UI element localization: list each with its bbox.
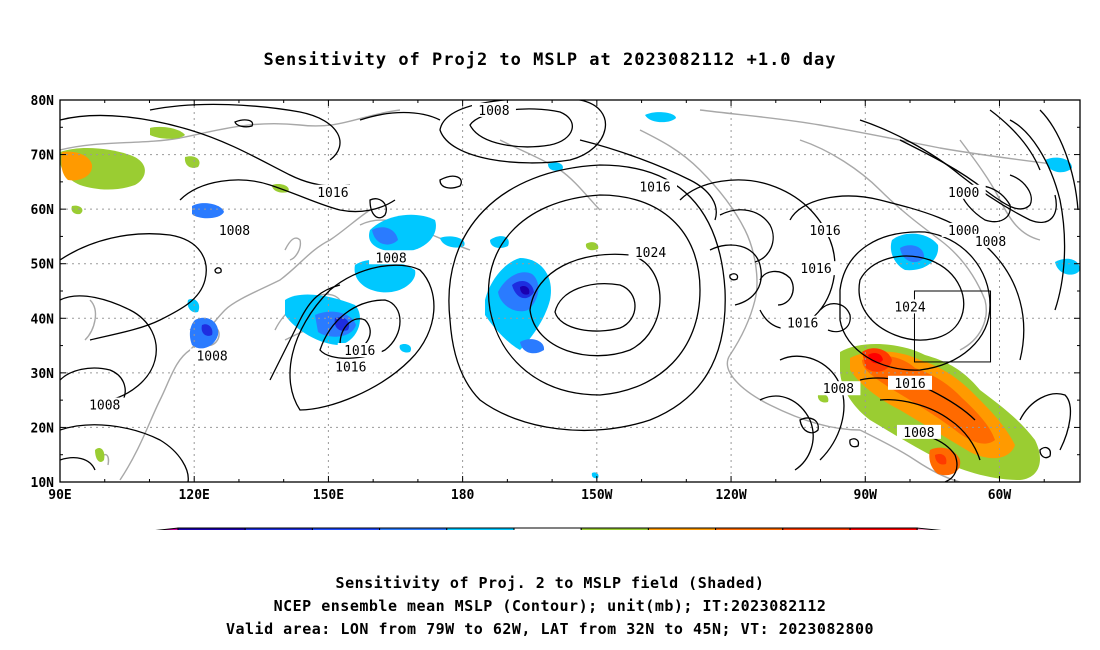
contour-label-text: 1016 — [335, 360, 366, 375]
contour-label-text: 1016 — [809, 224, 840, 239]
lon-tick-label: 120W — [715, 488, 746, 503]
lon-tick-label: 60W — [988, 488, 1012, 503]
contour-label-text: 1008 — [903, 426, 934, 441]
contour-label: 1008 — [968, 233, 1013, 250]
caption-line-1: Sensitivity of Proj. 2 to MSLP field (Sh… — [335, 574, 765, 592]
contour-label-text: 1016 — [894, 377, 925, 392]
caption-line-2: NCEP ensemble mean MSLP (Contour); unit(… — [273, 597, 827, 615]
contour-label-text: 1024 — [635, 246, 666, 261]
contour-label: 1016 — [633, 179, 677, 195]
colorbar-swatch — [244, 527, 313, 530]
longitude-axis: 90E 120E 150E 180 150W 120W 90W 60W — [48, 100, 1045, 503]
lat-tick-label: 30N — [31, 367, 55, 382]
contour-label-text: 1008 — [196, 349, 227, 364]
contour-label-text: 1008 — [219, 224, 250, 239]
colorbar-swatch — [849, 527, 918, 530]
mslp-contours — [60, 100, 1079, 482]
contour-label: 1008 — [471, 102, 516, 119]
lat-tick-label: 50N — [31, 258, 55, 273]
latitude-axis: 80N 70N 60N 50N 40N 30N 20N 10N — [31, 94, 1080, 491]
lon-tick-label: 180 — [451, 488, 475, 503]
lon-tick-label: 90W — [854, 488, 878, 503]
lon-tick-label: 120E — [179, 488, 210, 503]
contour-label: 1008 — [212, 222, 257, 239]
contour-label-text: 1016 — [317, 186, 348, 201]
colorbar-swatch — [513, 527, 582, 530]
contour-label: 1024 — [628, 244, 673, 261]
contour-label-text: 1008 — [375, 251, 406, 266]
lat-tick-label: 60N — [31, 203, 55, 218]
contour-label: 1000 — [941, 222, 986, 239]
map-title: Sensitivity of Proj2 to MSLP at 20230821… — [263, 50, 837, 70]
contour-label: 1016 — [888, 375, 932, 392]
contour-label: 1016 — [310, 184, 355, 201]
colorbar-low-arrow — [155, 527, 179, 530]
lat-tick-label: 80N — [31, 94, 55, 109]
graticule — [60, 100, 1080, 482]
colorbar-swatch — [379, 527, 448, 530]
lon-tick-label: 150E — [313, 488, 344, 503]
contour-label: 1008 — [896, 424, 941, 441]
colorbar-swatch — [647, 527, 717, 530]
lat-tick-label: 70N — [31, 149, 55, 164]
contour-label-text: 1016 — [800, 262, 831, 277]
contour-label-text: 1016 — [787, 317, 818, 332]
contour-label: 1000 — [941, 184, 986, 201]
colorbar-swatch — [446, 527, 515, 530]
contour-label-text: 1008 — [975, 235, 1006, 250]
caption-line-3: Valid area: LON from 79W to 62W, LAT fro… — [225, 620, 875, 638]
contour-label-text: 1016 — [639, 180, 670, 195]
lat-tick-label: 20N — [31, 421, 55, 436]
contour-label: 1024 — [888, 299, 932, 315]
colorbar-swatch — [177, 527, 246, 530]
contour-label: 1016 — [780, 315, 825, 332]
lon-tick-label: 90E — [48, 488, 71, 503]
lat-tick-label: 40N — [31, 312, 55, 327]
lat-tick-label: 10N — [31, 476, 55, 491]
valid-area-box — [913, 290, 992, 363]
contour-label: 1016 — [337, 343, 382, 359]
contour-label-text: 1008 — [89, 399, 120, 414]
colorbar: -0.9-0.8-0.7-0.6-0.5-0.420.420.50.60.70.… — [155, 527, 942, 530]
contour-label-text: 1000 — [948, 186, 979, 201]
contour-label-text: 1008 — [478, 104, 509, 119]
colorbar-swatch — [782, 527, 851, 530]
contour-label-text: 1016 — [344, 344, 375, 359]
contour-label: 1016 — [794, 261, 839, 277]
contour-label: 1008 — [369, 250, 414, 266]
contour-label-text: 1024 — [894, 300, 925, 315]
contour-label: 1008 — [190, 348, 235, 364]
colorbar-swatch — [715, 527, 784, 530]
sensitivity-shading — [60, 112, 1080, 480]
contour-label: 1008 — [816, 381, 861, 397]
colorbar-swatch — [580, 527, 649, 530]
lon-tick-label: 150W — [581, 488, 612, 503]
colorbar-high-arrow — [916, 527, 942, 530]
contour-label: 1016 — [803, 222, 847, 239]
contour-label: 1008 — [82, 397, 127, 414]
contour-label: 1016 — [328, 359, 373, 375]
colorbar-swatch — [311, 527, 381, 530]
contour-label-text: 1008 — [823, 382, 854, 397]
